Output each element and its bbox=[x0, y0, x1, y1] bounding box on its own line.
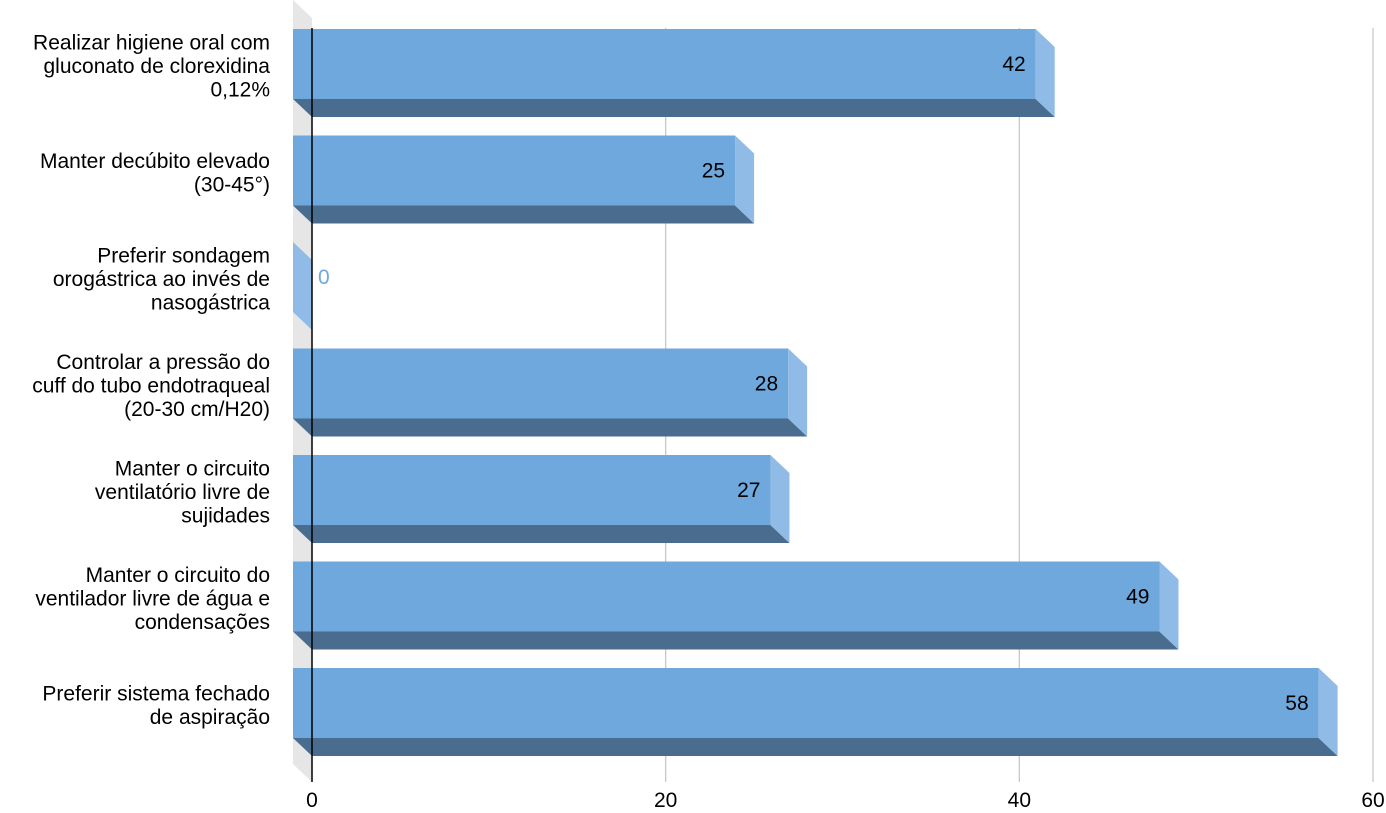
data-label: 27 bbox=[737, 479, 760, 502]
x-tick-label: 40 bbox=[1008, 789, 1031, 812]
category-label: Realizar higiene oral com gluconato de cl… bbox=[33, 32, 270, 102]
bar bbox=[293, 29, 1055, 117]
x-tick-label: 60 bbox=[1361, 789, 1384, 812]
bar-front-face bbox=[293, 561, 1160, 632]
category-label: Manter o circuito do ventilador livre de … bbox=[35, 564, 270, 634]
x-tick-labels: 0 20 40 60 bbox=[306, 789, 1385, 812]
bar-bottom-face bbox=[293, 418, 808, 437]
bar-front-face bbox=[293, 348, 789, 419]
bar bbox=[293, 242, 312, 330]
bar-bottom-face bbox=[293, 99, 1055, 117]
bar-front-face bbox=[293, 29, 1036, 99]
category-label: Manter decúbito elevado (30-45°) bbox=[40, 150, 270, 197]
bar-end-face bbox=[293, 242, 312, 330]
bar-end-face bbox=[735, 135, 755, 224]
bar bbox=[293, 561, 1179, 650]
bar-bottom-face bbox=[293, 205, 755, 224]
bar-end-face bbox=[770, 455, 790, 543]
bar-end-face bbox=[1035, 29, 1055, 117]
bar-bottom-face bbox=[293, 525, 790, 543]
data-label: 25 bbox=[702, 160, 725, 183]
bar-front-face bbox=[293, 455, 771, 525]
bar bbox=[293, 135, 755, 224]
bar bbox=[293, 668, 1338, 756]
data-labels: 42 25 0 28 27 49 58 bbox=[318, 53, 1309, 715]
bars bbox=[293, 29, 1338, 756]
category-labels: Realizar higiene oral com gluconato de cl… bbox=[32, 32, 270, 729]
bar bbox=[293, 455, 790, 543]
x-tick-label: 20 bbox=[654, 789, 677, 812]
category-label: Manter o circuito ventilatório livre de su… bbox=[95, 458, 270, 528]
data-label: 28 bbox=[755, 373, 778, 396]
category-label: Preferir sondagem orogástrica ao invés de… bbox=[53, 245, 270, 315]
data-label: 0 bbox=[318, 266, 330, 289]
x-tick-label: 0 bbox=[306, 789, 318, 812]
bar-end-face bbox=[1159, 561, 1179, 650]
data-label: 58 bbox=[1285, 692, 1308, 715]
category-label: Controlar a pressão do cuff do tubo endot… bbox=[32, 351, 270, 421]
bar-end-face bbox=[788, 348, 808, 437]
category-label: Preferir sistema fechado de aspiração bbox=[42, 682, 270, 729]
bar bbox=[293, 348, 808, 437]
data-label: 49 bbox=[1126, 586, 1149, 609]
bar-bottom-face bbox=[293, 631, 1179, 650]
bar-front-face bbox=[293, 135, 736, 206]
bar-end-face bbox=[1318, 668, 1338, 756]
data-label: 42 bbox=[1002, 53, 1025, 76]
bar-bottom-face bbox=[293, 738, 1338, 756]
bar-front-face bbox=[293, 668, 1319, 738]
